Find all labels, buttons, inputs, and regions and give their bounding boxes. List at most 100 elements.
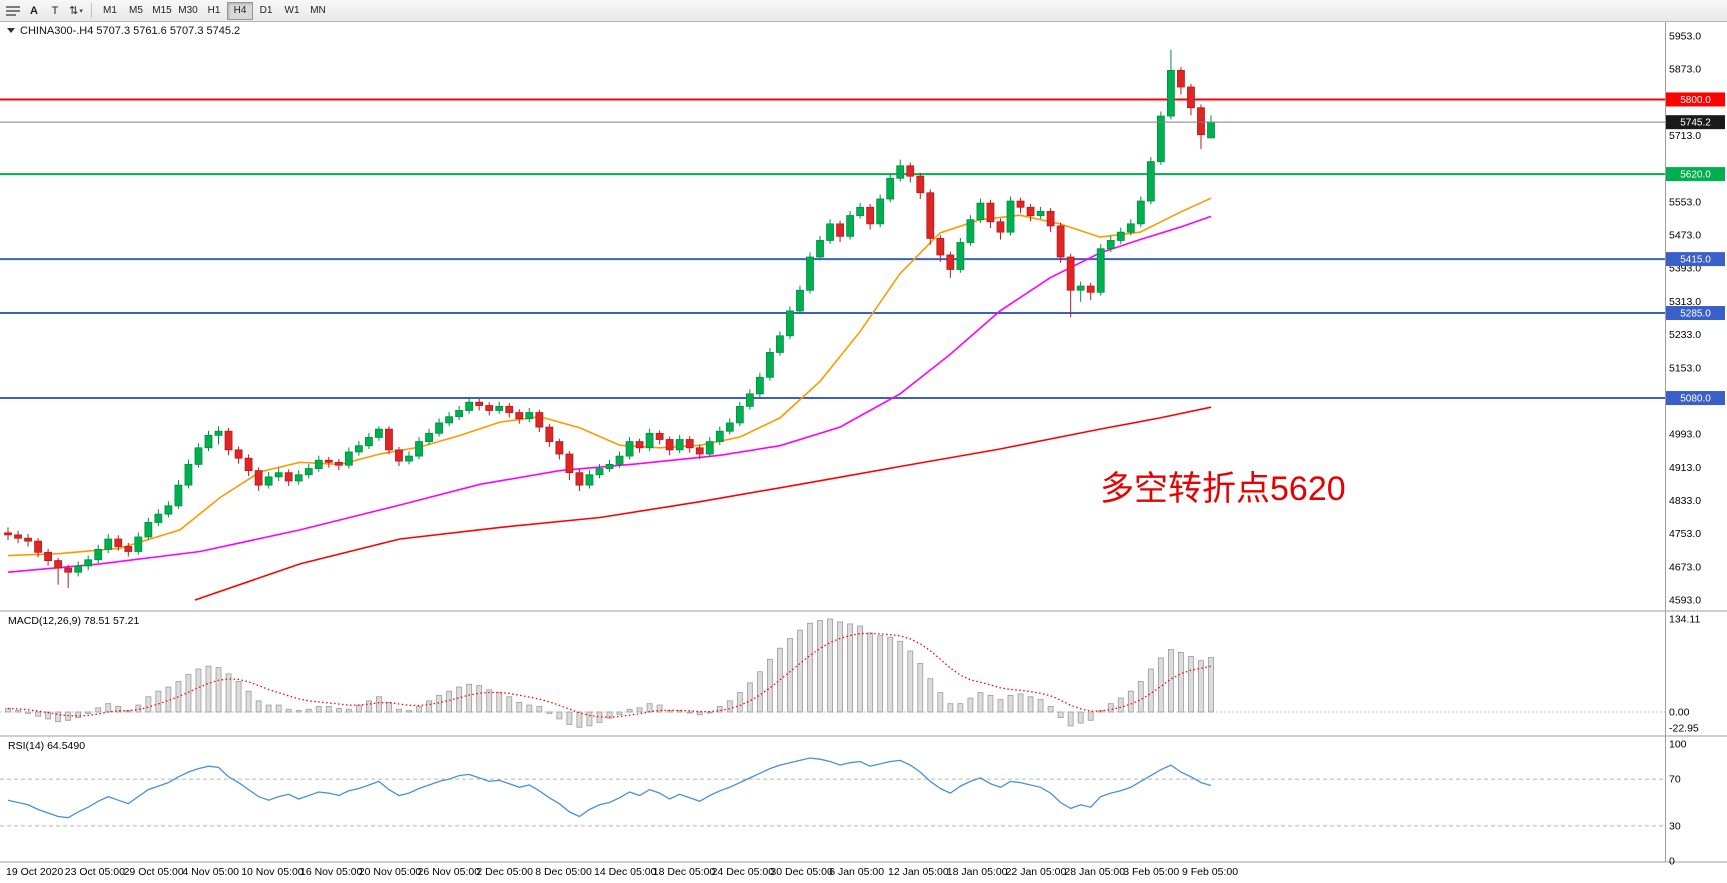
candle: [124, 546, 133, 552]
candle: [535, 412, 544, 428]
timeframe-d1-button[interactable]: D1: [253, 2, 279, 20]
macd-histogram-bar: [365, 700, 372, 713]
candle: [1026, 206, 1035, 216]
arrows-tool-button[interactable]: ⇅ ▾: [66, 2, 86, 20]
macd-histogram-bar: [386, 701, 392, 713]
candle: [1187, 86, 1195, 109]
macd-histogram-bar: [797, 629, 803, 713]
candle: [816, 240, 824, 258]
candle: [174, 484, 183, 507]
candle: [104, 538, 113, 550]
macd-histogram-bar: [746, 682, 753, 713]
macd-histogram-bar: [566, 711, 573, 725]
macd-histogram-bar: [1067, 711, 1074, 727]
candle: [1126, 223, 1135, 233]
candle: [294, 474, 303, 482]
macd-histogram-bar: [1047, 706, 1054, 713]
price-label: 4753.0: [1669, 528, 1701, 540]
price-label: 5313.0: [1669, 296, 1701, 308]
macd-histogram-bar: [255, 700, 262, 713]
time-label: 8 Dec 05:00: [535, 866, 592, 878]
time-label: 12 Jan 05:00: [888, 866, 949, 878]
candle: [14, 534, 22, 539]
macd-histogram-bar: [616, 711, 623, 716]
candle: [1146, 161, 1155, 202]
candle: [74, 565, 83, 573]
price-label: 4833.0: [1669, 495, 1701, 507]
chart-canvas[interactable]: 多空转折点56205953.05873.05713.05553.05473.05…: [0, 22, 1727, 883]
macd-histogram-bar: [95, 707, 102, 713]
macd-histogram-bar: [315, 706, 322, 713]
menu-button[interactable]: [3, 2, 23, 20]
time-label: 4 Nov 05:00: [182, 866, 239, 878]
macd-histogram-bar: [1188, 656, 1194, 713]
macd-histogram-bar: [305, 708, 312, 713]
candle: [685, 439, 694, 449]
macd-histogram-bar: [205, 665, 212, 713]
candle: [1066, 256, 1075, 291]
timeframe-h1-button[interactable]: H1: [201, 2, 227, 20]
macd-histogram-bar: [756, 671, 763, 713]
time-label: 19 Oct 2020: [6, 866, 63, 878]
macd-histogram-bar: [656, 704, 663, 713]
timeframe-m15-button[interactable]: M15: [149, 2, 175, 20]
candle: [525, 412, 534, 420]
timeframe-w1-button[interactable]: W1: [279, 2, 305, 20]
time-label: 23 Oct 05:00: [65, 866, 125, 878]
macd-histogram-bar: [1198, 660, 1204, 713]
timeframe-m30-button[interactable]: M30: [175, 2, 201, 20]
candle: [595, 468, 604, 476]
macd-histogram-bar: [235, 681, 242, 713]
macd-histogram-bar: [516, 701, 523, 713]
timeframe-mn-button[interactable]: MN: [305, 2, 331, 20]
macd-histogram-bar: [526, 704, 533, 713]
time-label: 3 Feb 05:00: [1123, 866, 1179, 878]
timeframe-h4-button[interactable]: H4: [227, 1, 253, 20]
candle: [725, 422, 734, 432]
candle: [926, 192, 935, 239]
candle: [836, 223, 844, 237]
candle: [786, 310, 794, 337]
timeframe-m1-button[interactable]: M1: [97, 2, 123, 20]
time-label: 26 Nov 05:00: [418, 866, 481, 878]
candle: [1156, 115, 1165, 163]
candle: [1116, 231, 1125, 241]
toolbar-separator: [91, 3, 92, 18]
candle: [715, 430, 724, 442]
candle: [224, 430, 233, 451]
candle: [274, 472, 283, 478]
macd-histogram-bar: [185, 674, 192, 713]
price-label: 5233.0: [1669, 329, 1701, 341]
macd-histogram-bar: [85, 711, 92, 714]
candle: [956, 242, 965, 270]
candle: [254, 470, 263, 486]
candle: [44, 551, 52, 562]
timeframe-m5-button[interactable]: M5: [123, 2, 149, 20]
hlines-group[interactable]: [0, 98, 1665, 400]
macd-histogram-bar: [1017, 693, 1024, 713]
macd-histogram-bar: [335, 708, 342, 713]
macd-histogram-bar: [536, 706, 543, 713]
chart-area[interactable]: 多空转折点5620 5953.0 5873.0 5713.0 5553.0 5473.0 5…: [0, 22, 1727, 883]
a-tool-button[interactable]: A: [24, 2, 44, 20]
time-label: 18 Jan 05:00: [947, 866, 1008, 878]
rsi-axis-label: 0: [1669, 856, 1675, 868]
macd-histogram-bar: [225, 673, 232, 713]
macd-histogram-bar: [646, 703, 653, 713]
candle: [1036, 211, 1045, 216]
candle: [555, 441, 564, 455]
macd-histogram-bar: [15, 710, 21, 713]
candle: [936, 237, 945, 256]
price-badge: [1666, 306, 1725, 321]
candle: [134, 536, 143, 552]
candle: [214, 430, 223, 436]
candle: [264, 476, 273, 486]
price-axis[interactable]: [1665, 22, 1727, 862]
chart-title: CHINA300-.H4 5707.3 5761.6 5707.3 5745.2: [7, 25, 240, 37]
rsi-axis-label: 70: [1669, 774, 1681, 786]
t-tool-button[interactable]: T: [45, 2, 65, 20]
symbol-dropdown-icon[interactable]: [7, 28, 15, 33]
macd-histogram-bar: [606, 711, 613, 719]
candle: [1177, 70, 1185, 88]
price-badge: [1666, 167, 1725, 182]
